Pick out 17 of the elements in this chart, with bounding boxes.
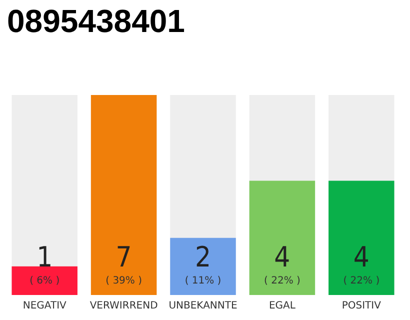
data-label: 4: [353, 240, 370, 274]
annotation: ( 22% ): [264, 276, 300, 286]
annotation: ( 6% ): [30, 276, 60, 286]
x-tick-label: POSITIV: [342, 300, 382, 312]
annotation: ( 11% ): [184, 276, 222, 286]
data-label: 2: [194, 240, 212, 274]
x-tick-label: NEGATIV: [22, 300, 67, 312]
data-label: 7: [116, 240, 132, 274]
x-tick-label: VERWIRREND: [90, 300, 158, 312]
annotation: ( 22% ): [343, 276, 380, 286]
x-tick-label: EGAL: [268, 300, 296, 312]
data-label: 4: [274, 240, 290, 274]
bar: [12, 266, 78, 295]
chart-title: 0895438401: [7, 3, 185, 39]
annotation: ( 39% ): [106, 276, 142, 286]
x-tick-label: UNBEKANNTE: [168, 300, 238, 312]
data-label: 1: [36, 240, 53, 274]
